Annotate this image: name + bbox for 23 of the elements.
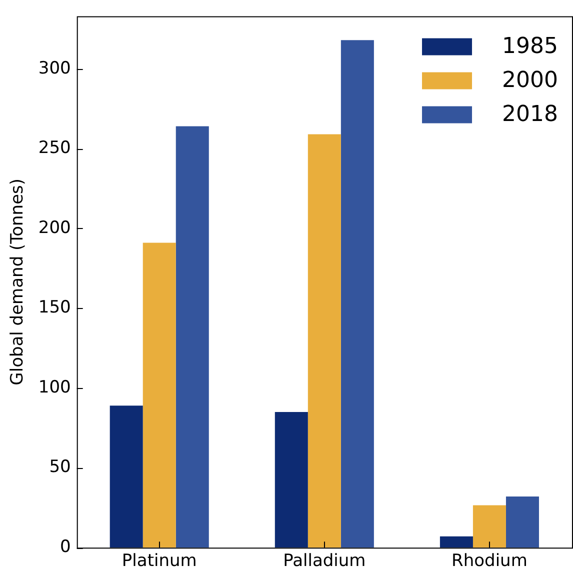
bar bbox=[274, 412, 308, 548]
bar bbox=[110, 406, 143, 548]
legend-label: 1985 bbox=[502, 34, 558, 59]
y-tick-label: 100 bbox=[38, 377, 71, 398]
bar bbox=[440, 536, 473, 548]
y-tick-label: 150 bbox=[38, 298, 71, 318]
bar bbox=[142, 242, 176, 548]
x-tick-label: Rhodium bbox=[452, 551, 528, 572]
y-tick-label: 200 bbox=[38, 218, 71, 238]
bar bbox=[308, 134, 341, 548]
y-axis-title: Global demand (Tonnes) bbox=[8, 178, 28, 386]
bar bbox=[340, 40, 374, 548]
legend-label: 2018 bbox=[502, 102, 558, 127]
bar bbox=[506, 496, 539, 548]
bar bbox=[472, 505, 506, 548]
bar bbox=[176, 126, 209, 548]
legend-label: 2000 bbox=[502, 68, 558, 93]
y-tick-label: 300 bbox=[38, 58, 71, 78]
y-tick-label: 250 bbox=[38, 138, 71, 158]
x-tick-label: Platinum bbox=[122, 551, 197, 572]
y-tick-label: 50 bbox=[49, 457, 71, 478]
y-tick-label: 0 bbox=[60, 537, 71, 558]
x-tick-label: Palladium bbox=[283, 551, 366, 572]
